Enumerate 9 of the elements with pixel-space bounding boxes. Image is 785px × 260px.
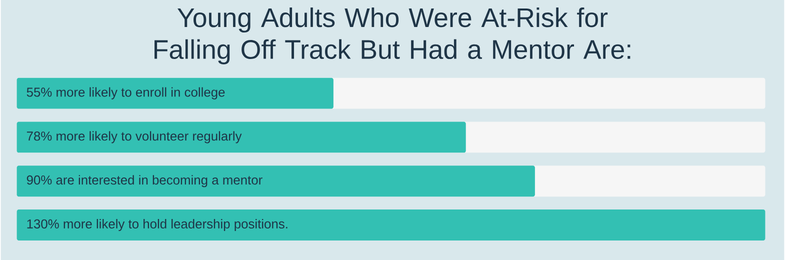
data-label: 90%	[26, 175, 52, 184]
y-tick-label: more likely to enroll in college	[56, 87, 225, 100]
data-label: 130%	[27, 219, 59, 228]
y-tick-label: are interested in becoming a mentor	[56, 174, 262, 187]
y-tick-label: more likely to hold leadership positions.	[64, 218, 288, 231]
chart-title: Young Adults Who Were At-Risk for Falling Off Track But Had a Mentor Are:	[154, 7, 630, 64]
y-tick-label: more likely to volunteer regularly	[56, 130, 242, 144]
data-label: 55%	[26, 87, 52, 97]
data-label: 78%	[26, 131, 52, 140]
